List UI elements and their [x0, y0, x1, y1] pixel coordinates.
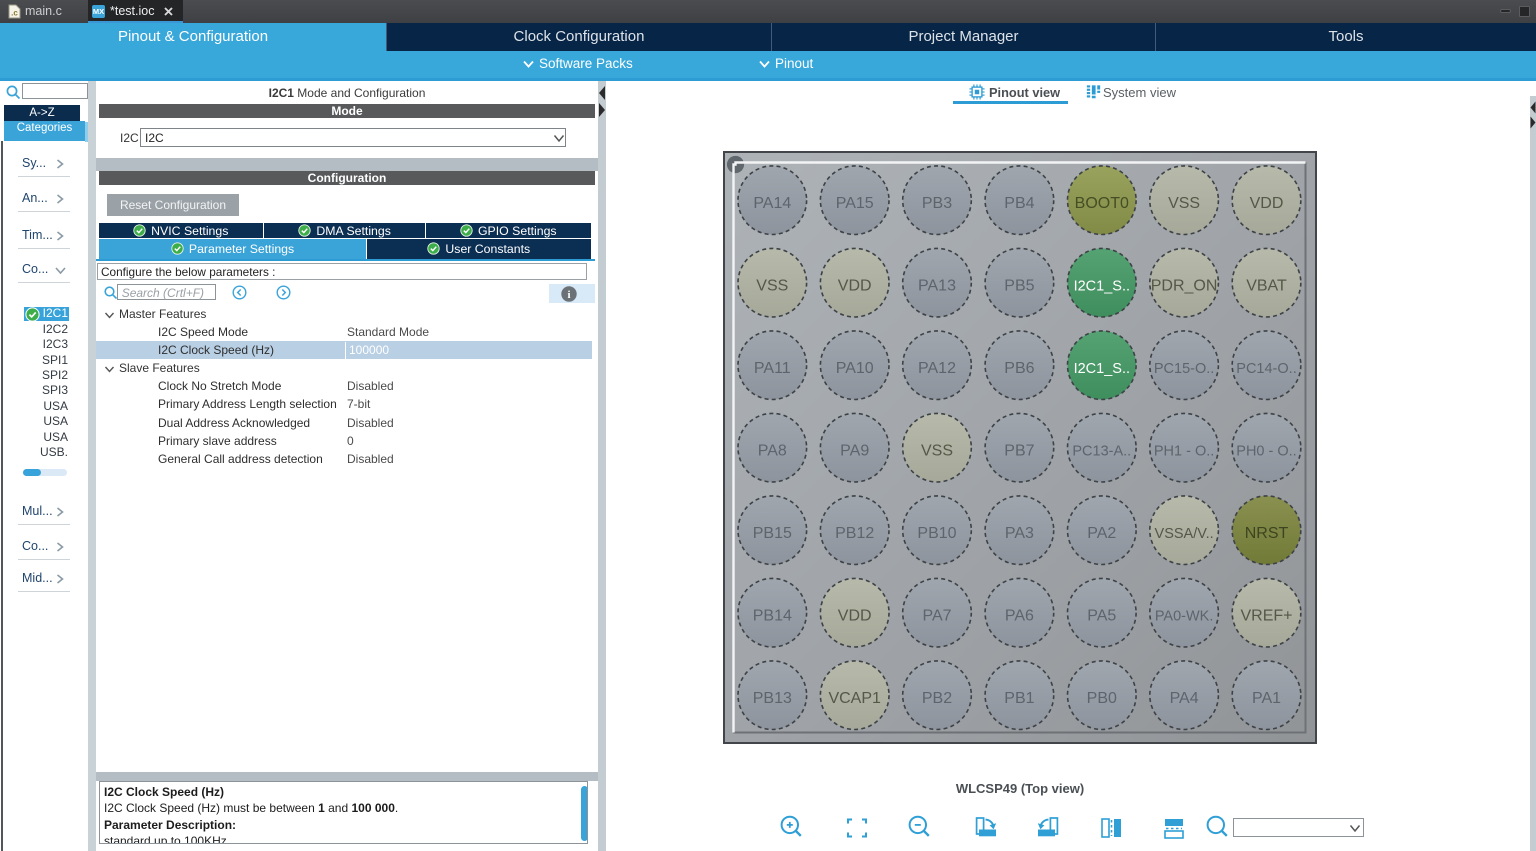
svg-text:PB12: PB12 — [835, 525, 874, 542]
svg-text:VCAP1: VCAP1 — [828, 690, 881, 707]
svg-text:PA7: PA7 — [922, 608, 951, 625]
svg-text:VSS: VSS — [1168, 195, 1200, 212]
svg-text:PC14-O..: PC14-O.. — [1236, 361, 1296, 377]
svg-text:PDR_ON: PDR_ON — [1151, 278, 1218, 295]
svg-text:VDD: VDD — [838, 278, 872, 295]
svg-text:BOOT0: BOOT0 — [1075, 195, 1129, 212]
svg-text:i: i — [567, 289, 570, 301]
svg-text:PB7: PB7 — [1004, 443, 1034, 460]
svg-text:PA2: PA2 — [1087, 525, 1116, 542]
svg-text:PB6: PB6 — [1004, 360, 1034, 377]
svg-text:PA9: PA9 — [840, 443, 869, 460]
svg-text:.c: .c — [11, 9, 18, 18]
svg-text:PA15: PA15 — [836, 195, 874, 212]
svg-text:VREF+: VREF+ — [1240, 608, 1292, 625]
svg-text:PH1 - O..: PH1 - O.. — [1154, 444, 1214, 460]
svg-text:PA6: PA6 — [1005, 608, 1034, 625]
svg-text:I2C1_S..: I2C1_S.. — [1074, 279, 1130, 295]
svg-text:PA3: PA3 — [1005, 525, 1034, 542]
svg-text:I2C1_S..: I2C1_S.. — [1074, 361, 1130, 377]
svg-text:PA8: PA8 — [758, 443, 787, 460]
svg-text:VSSA/V..: VSSA/V.. — [1155, 526, 1214, 542]
svg-text:PB0: PB0 — [1087, 690, 1117, 707]
svg-text:PB3: PB3 — [922, 195, 952, 212]
svg-text:VDD: VDD — [1250, 195, 1284, 212]
svg-text:PA4: PA4 — [1170, 690, 1199, 707]
svg-text:PA1: PA1 — [1252, 690, 1281, 707]
svg-text:PC13-A..: PC13-A.. — [1072, 444, 1131, 460]
svg-text:PA14: PA14 — [753, 195, 791, 212]
svg-text:PA5: PA5 — [1087, 608, 1116, 625]
svg-text:VSS: VSS — [921, 443, 953, 460]
svg-text:PB1: PB1 — [1004, 690, 1034, 707]
svg-text:PB5: PB5 — [1004, 278, 1034, 295]
svg-text:PA10: PA10 — [836, 360, 874, 377]
svg-text:PB10: PB10 — [917, 525, 956, 542]
svg-text:PC15-O..: PC15-O.. — [1154, 361, 1214, 377]
svg-text:PB13: PB13 — [753, 690, 792, 707]
svg-text:VSS: VSS — [756, 278, 788, 295]
svg-text:PB2: PB2 — [922, 690, 952, 707]
svg-text:PA12: PA12 — [918, 360, 956, 377]
svg-text:PH0 - O..: PH0 - O.. — [1236, 444, 1296, 460]
svg-text:PA13: PA13 — [918, 278, 956, 295]
svg-text:PB4: PB4 — [1004, 195, 1034, 212]
svg-text:PA11: PA11 — [754, 360, 791, 377]
svg-text:PB15: PB15 — [753, 525, 792, 542]
svg-text:PA0-WK.: PA0-WK. — [1155, 609, 1214, 625]
svg-text:VDD: VDD — [838, 608, 872, 625]
svg-text:VBAT: VBAT — [1246, 278, 1287, 295]
svg-text:PB14: PB14 — [753, 608, 792, 625]
svg-text:NRST: NRST — [1245, 525, 1289, 542]
